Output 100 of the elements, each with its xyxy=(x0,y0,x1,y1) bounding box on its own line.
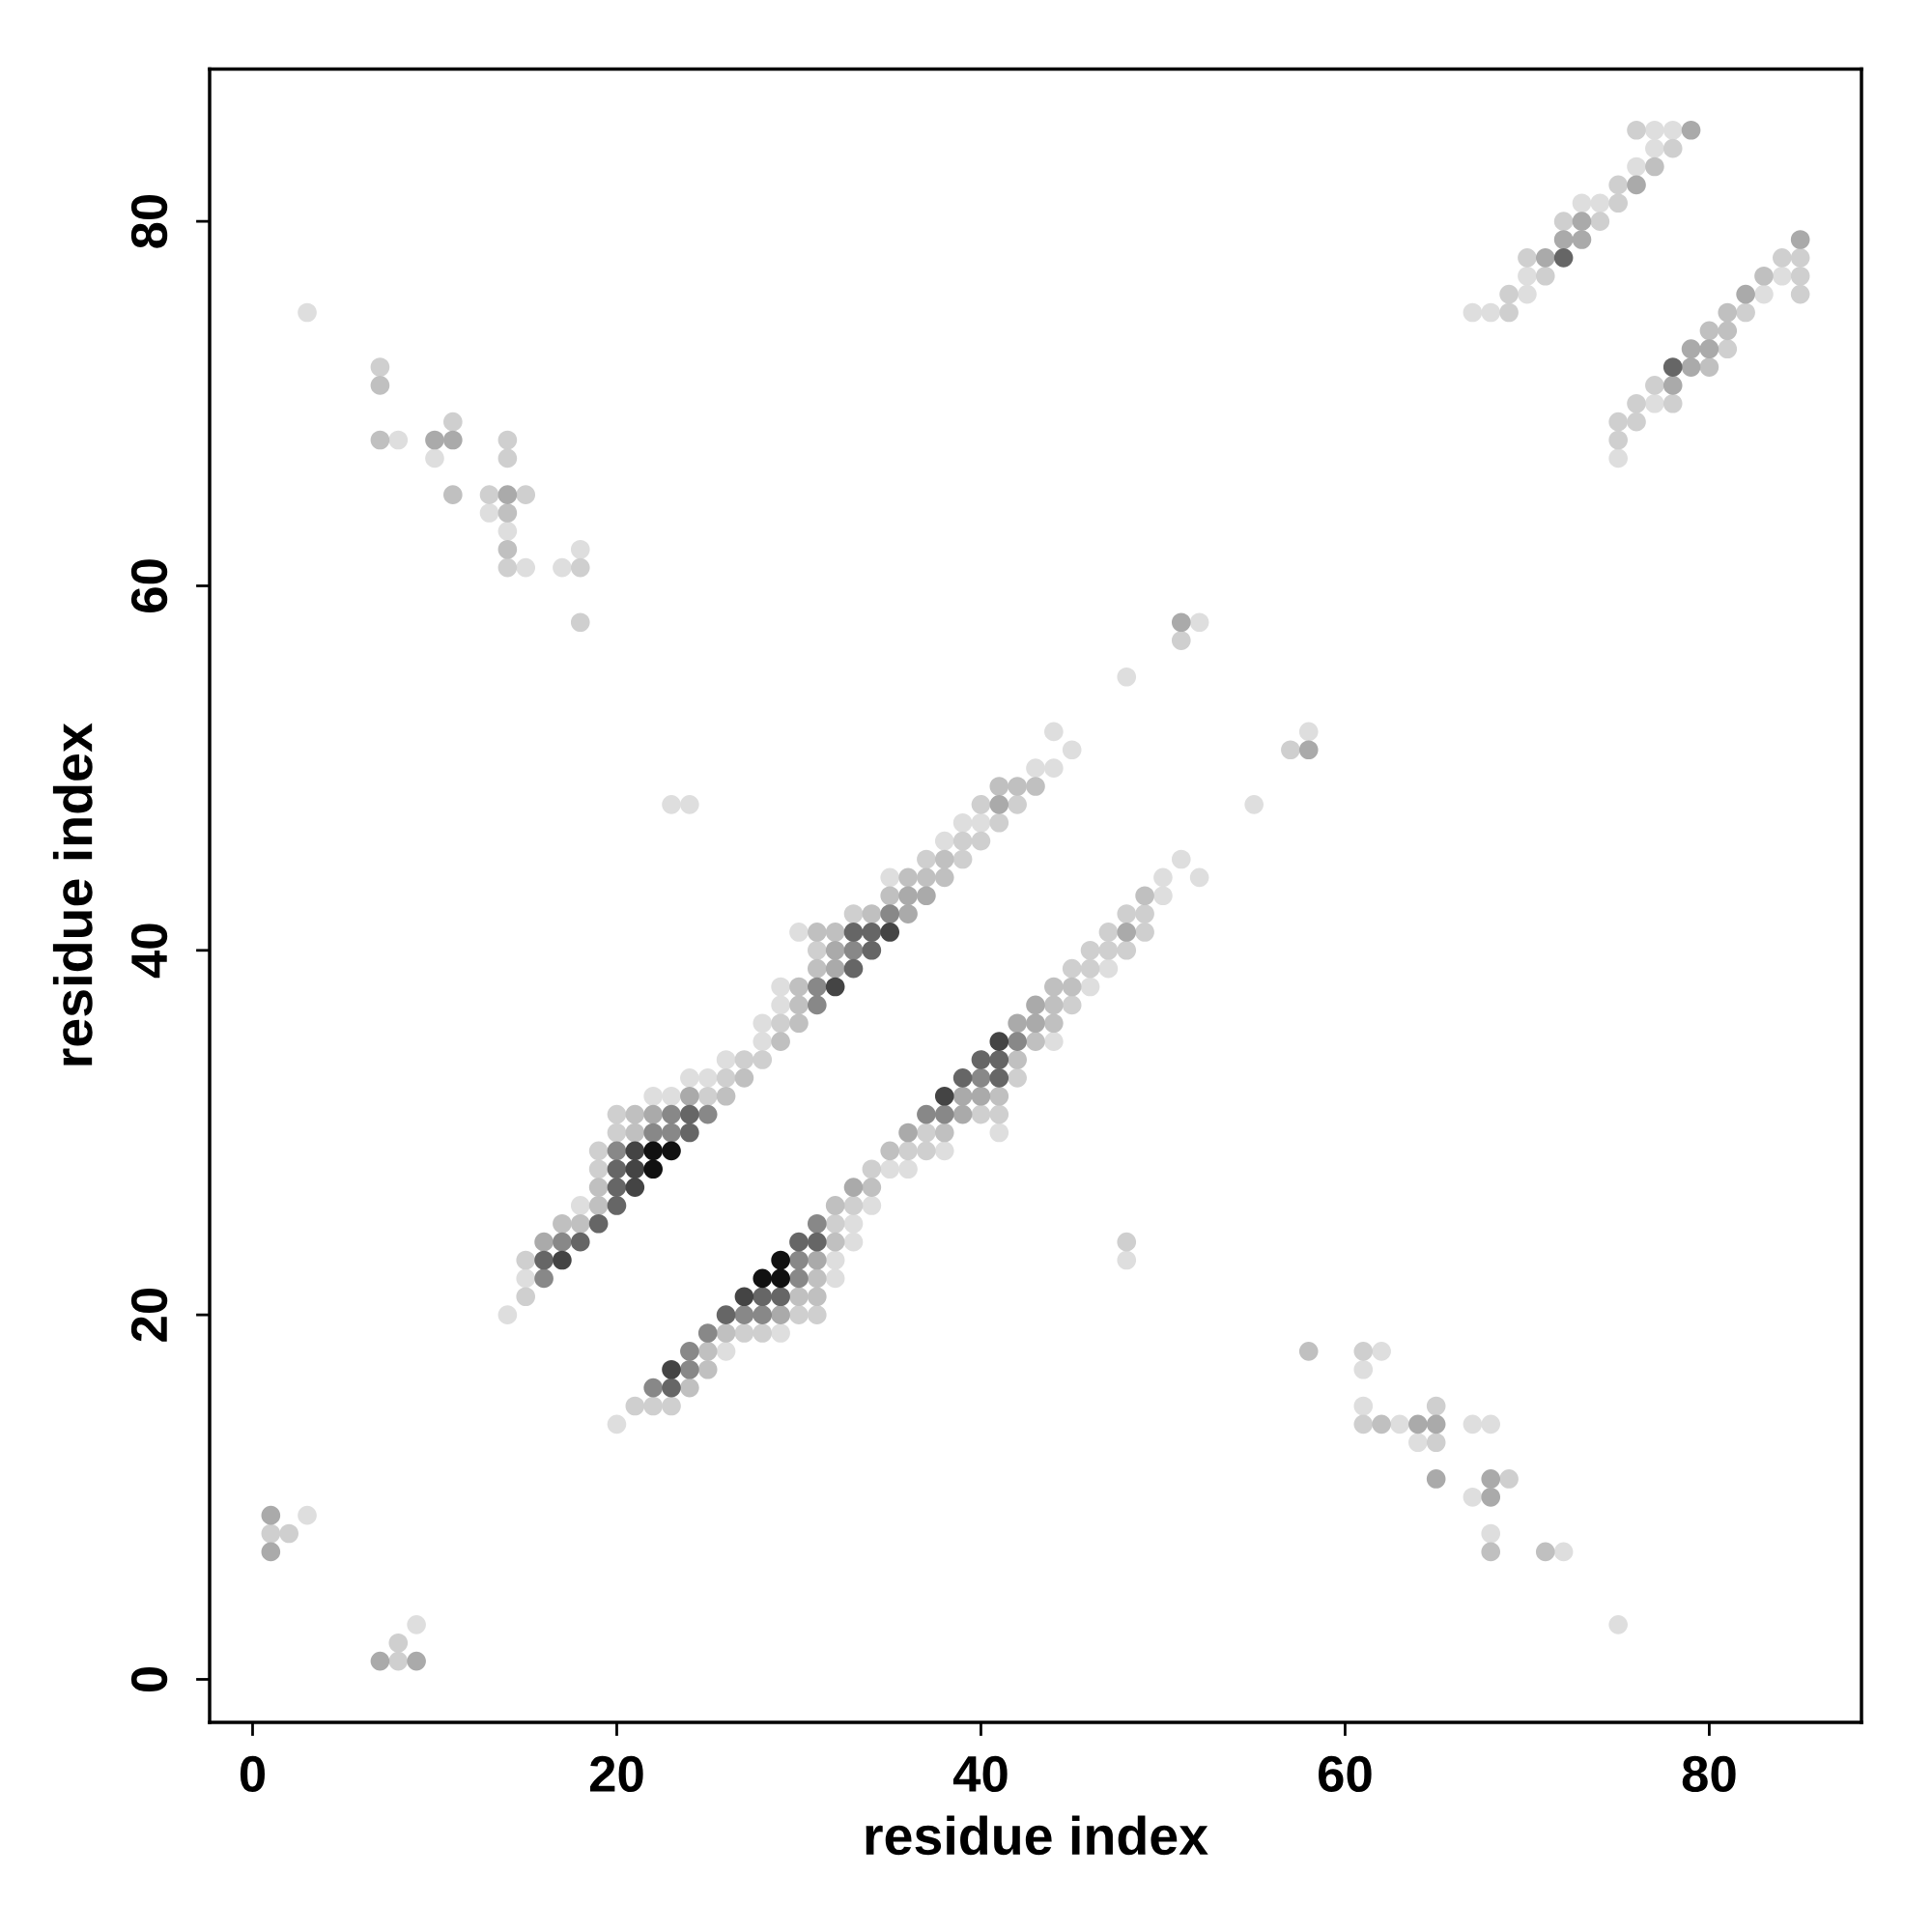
point xyxy=(370,1651,390,1671)
point xyxy=(643,1378,663,1398)
point xyxy=(553,1213,572,1234)
point xyxy=(917,1104,936,1124)
point xyxy=(1662,357,1683,377)
point xyxy=(1572,212,1592,231)
point xyxy=(1117,923,1137,942)
point xyxy=(934,1122,954,1143)
point xyxy=(1481,1469,1501,1489)
point xyxy=(716,1323,736,1343)
point xyxy=(807,977,827,997)
point xyxy=(789,1268,809,1289)
y-tick-label: 0 xyxy=(130,1666,168,1692)
point xyxy=(643,1104,663,1124)
point xyxy=(497,539,518,559)
point xyxy=(1754,266,1774,286)
y-tick-label: 40 xyxy=(130,923,168,979)
point xyxy=(534,1268,554,1289)
point xyxy=(1026,1013,1045,1034)
point xyxy=(789,1013,809,1034)
point xyxy=(1535,1542,1555,1562)
y-axis-title: residue index xyxy=(52,723,93,1065)
point xyxy=(1426,1414,1446,1435)
point xyxy=(807,923,827,942)
point xyxy=(1699,339,1719,359)
point xyxy=(753,1287,773,1307)
point xyxy=(1736,284,1755,304)
point xyxy=(825,1232,845,1252)
point xyxy=(680,1359,699,1379)
point xyxy=(807,1250,827,1270)
point xyxy=(1481,1487,1501,1507)
point xyxy=(898,886,918,906)
point xyxy=(789,1287,809,1307)
point xyxy=(862,904,882,923)
point xyxy=(553,1250,572,1270)
point xyxy=(625,1104,645,1124)
point xyxy=(1481,1542,1501,1562)
point xyxy=(643,1122,663,1143)
point xyxy=(643,1141,663,1161)
point xyxy=(1008,1013,1027,1034)
point xyxy=(1426,1469,1446,1489)
point xyxy=(1298,1342,1319,1361)
point xyxy=(588,1196,609,1215)
point xyxy=(917,886,936,906)
point xyxy=(843,923,864,942)
point xyxy=(1062,977,1082,997)
point xyxy=(1699,321,1719,341)
point xyxy=(825,977,845,997)
point xyxy=(1372,1414,1391,1435)
point xyxy=(443,430,463,450)
point xyxy=(625,1141,645,1161)
point xyxy=(1718,321,1738,341)
point xyxy=(1298,740,1319,760)
point xyxy=(771,1305,790,1324)
y-tick-label: 60 xyxy=(130,559,168,612)
point xyxy=(971,1086,991,1106)
point xyxy=(570,1232,590,1252)
point xyxy=(625,1178,645,1197)
point xyxy=(1026,1032,1045,1051)
point xyxy=(880,923,900,942)
point xyxy=(789,977,809,997)
point xyxy=(1026,777,1045,796)
point xyxy=(370,430,390,450)
point xyxy=(425,430,444,450)
point xyxy=(443,485,463,504)
point xyxy=(588,1213,609,1234)
x-tick-label: 0 xyxy=(240,1755,265,1793)
point xyxy=(680,1086,699,1106)
point xyxy=(934,1086,954,1106)
point xyxy=(697,1342,718,1361)
point xyxy=(825,958,845,979)
point xyxy=(843,1178,864,1197)
point xyxy=(880,1141,900,1161)
point xyxy=(680,1378,699,1398)
point xyxy=(607,1141,627,1161)
point xyxy=(807,958,827,979)
point xyxy=(662,1141,681,1161)
point xyxy=(989,1068,1009,1088)
point xyxy=(862,940,882,960)
point xyxy=(1572,230,1592,249)
point xyxy=(680,1104,699,1124)
point xyxy=(1790,230,1810,249)
point xyxy=(825,940,845,960)
x-tick-label: 80 xyxy=(1682,1755,1736,1793)
point xyxy=(680,1122,699,1143)
point xyxy=(1627,175,1646,195)
point xyxy=(807,1232,827,1252)
point xyxy=(789,1250,809,1270)
point xyxy=(952,1068,973,1088)
point xyxy=(971,1068,991,1088)
point xyxy=(1044,995,1064,1015)
point xyxy=(407,1651,426,1671)
y-tick-label: 80 xyxy=(130,194,168,248)
point xyxy=(570,1213,590,1234)
point xyxy=(989,795,1009,814)
point xyxy=(771,1287,790,1307)
point xyxy=(862,923,882,942)
point xyxy=(643,1159,663,1179)
point xyxy=(825,1196,845,1215)
point xyxy=(753,1305,773,1324)
